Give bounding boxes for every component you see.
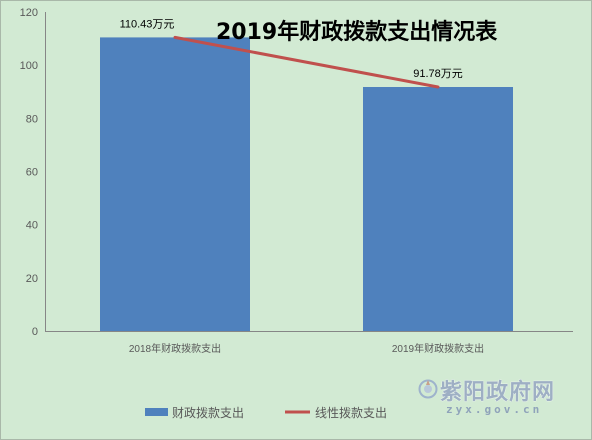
bar-category-1: [100, 37, 250, 332]
y-tick-label: 20: [26, 273, 38, 285]
watermark-site-name: 紫阳政府网: [440, 380, 556, 405]
bar-series: [100, 37, 513, 332]
x-category-label: 2018年财政拨款支出: [129, 342, 221, 355]
trend-line-series: [173, 35, 440, 89]
legend-label-bar: 财政拨款支出: [172, 406, 244, 420]
legend: 财政拨款支出 线性拨款支出: [145, 406, 387, 420]
y-tick-label: 80: [26, 113, 38, 125]
y-tick-label: 60: [26, 167, 38, 179]
trend-line: [173, 35, 440, 89]
y-tick-label: 100: [20, 60, 38, 72]
data-labels: 110.43万元 91.78万元: [120, 18, 463, 80]
watermark-domain: zyx.gov.cn: [446, 403, 543, 416]
legend-swatch-bar: [145, 408, 168, 416]
chart-title: 2019年财政拨款支出情况表: [216, 19, 498, 45]
y-tick-label: 120: [20, 7, 38, 19]
watermark: 紫阳政府网 zyx.gov.cn: [416, 374, 581, 420]
y-axis-tick-labels: 0 20 40 60 80 100 120: [20, 7, 38, 338]
axes: [45, 12, 573, 332]
y-tick-label: 40: [26, 220, 38, 232]
emblem-icon: [418, 379, 438, 399]
data-label: 110.43万元: [120, 18, 175, 30]
bar-category-2: [363, 87, 513, 331]
x-category-label: 2019年财政拨款支出: [392, 342, 484, 355]
x-axis-category-labels: 2018年财政拨款支出 2019年财政拨款支出: [129, 342, 484, 355]
legend-label-line: 线性拨款支出: [315, 406, 387, 420]
data-label: 91.78万元: [413, 68, 463, 80]
y-tick-label: 0: [32, 326, 38, 338]
